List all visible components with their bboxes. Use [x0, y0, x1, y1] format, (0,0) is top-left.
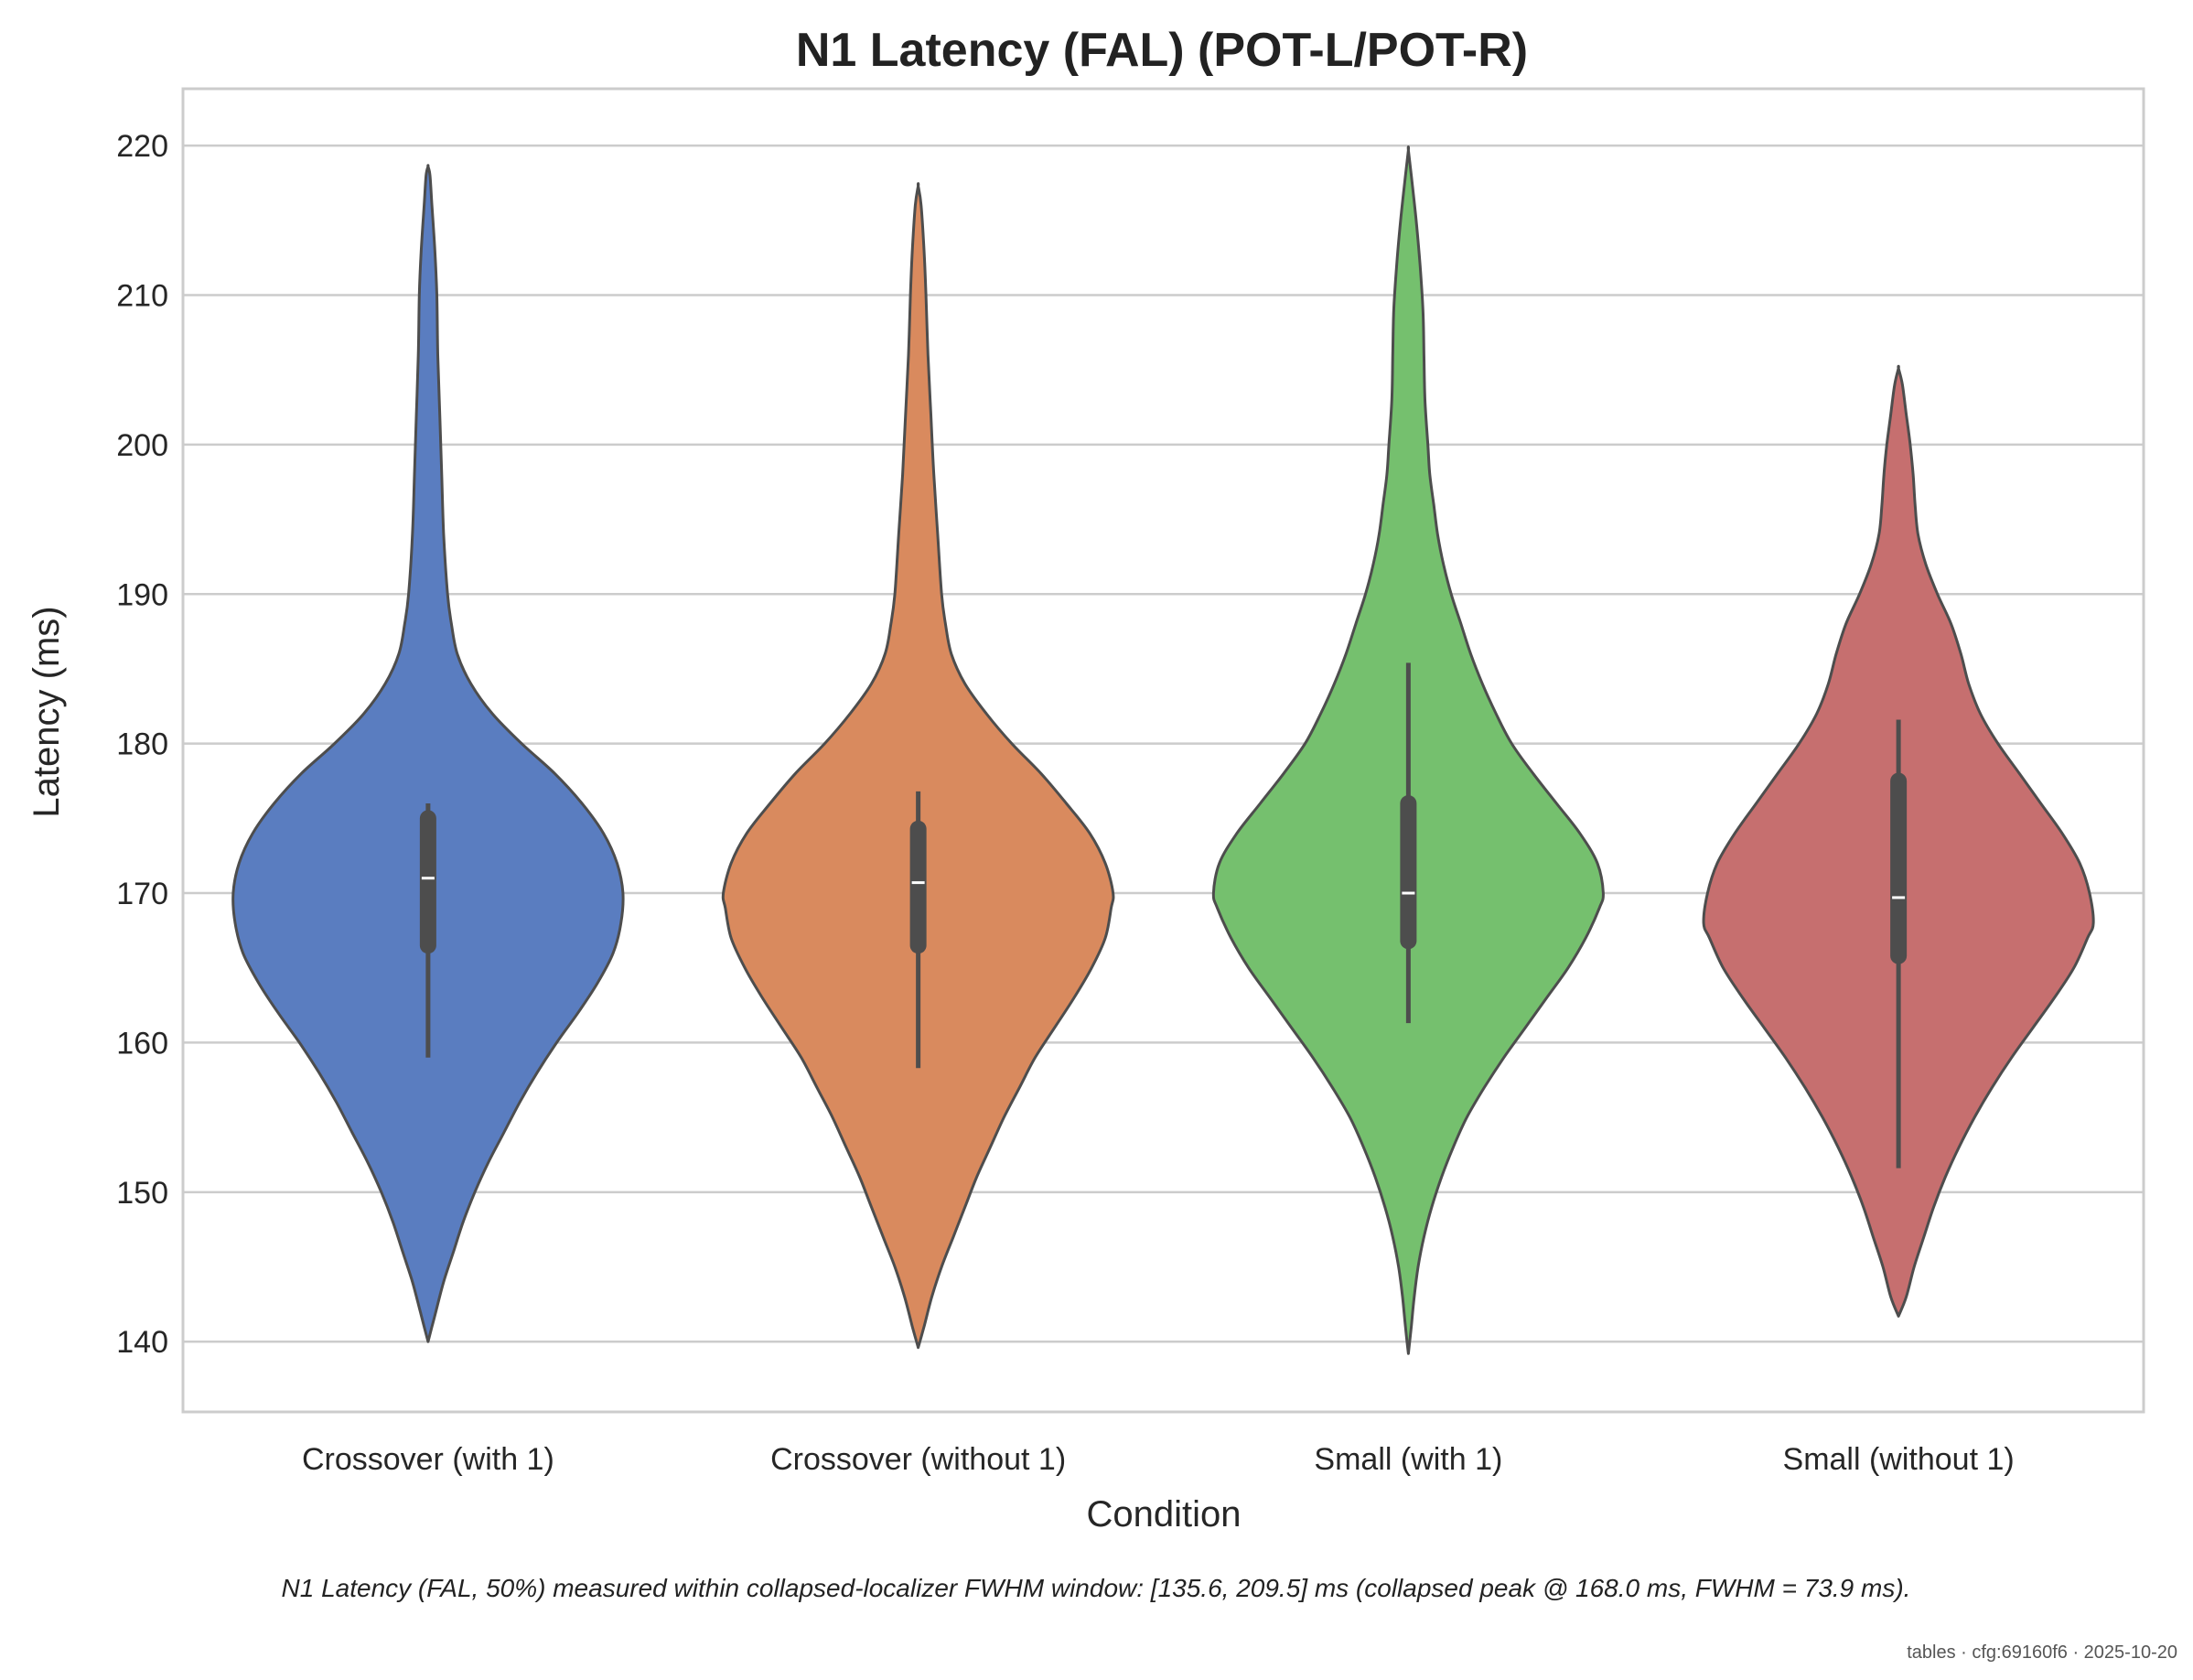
chart-footer: tables · cfg:69160f6 · 2025-10-20 — [1907, 1642, 2177, 1663]
x-tick-labels: Crossover (with 1) Crossover (without 1) S… — [302, 1442, 2015, 1477]
violins — [231, 145, 2095, 1355]
plot-frame — [181, 87, 2145, 1414]
y-tick-label: 180 — [116, 727, 168, 762]
chart-caption: N1 Latency (FAL, 50%) measured within co… — [282, 1574, 1911, 1602]
x-tick-label: Small (with 1) — [1314, 1442, 1502, 1477]
chart-title: N1 Latency (FAL) (POT-L/POT-R) — [796, 24, 1528, 77]
y-axis-label: Latency (ms) — [27, 606, 67, 817]
violin-body — [721, 182, 1115, 1350]
violin-3 — [1211, 145, 1605, 1355]
x-tick-label: Crossover (without 1) — [770, 1442, 1066, 1477]
x-tick-label: Crossover (with 1) — [302, 1442, 554, 1477]
y-tick-label: 140 — [116, 1325, 168, 1360]
x-axis-label: Condition — [1086, 1494, 1241, 1535]
y-tick-label: 200 — [116, 428, 168, 463]
y-tick-label: 170 — [116, 877, 168, 911]
violin-2 — [721, 182, 1115, 1350]
violin-4 — [1702, 364, 2095, 1318]
y-tick-labels: 140 150 160 170 180 190 200 210 220 — [116, 129, 168, 1360]
y-tick-label: 160 — [116, 1026, 168, 1061]
y-tick-label: 150 — [116, 1176, 168, 1211]
x-tick-label: Small (without 1) — [1783, 1442, 2015, 1477]
violin-1 — [231, 164, 625, 1343]
y-tick-label: 190 — [116, 577, 168, 612]
y-tick-label: 210 — [116, 278, 168, 313]
y-tick-label: 220 — [116, 129, 168, 164]
violin-body — [231, 164, 625, 1343]
